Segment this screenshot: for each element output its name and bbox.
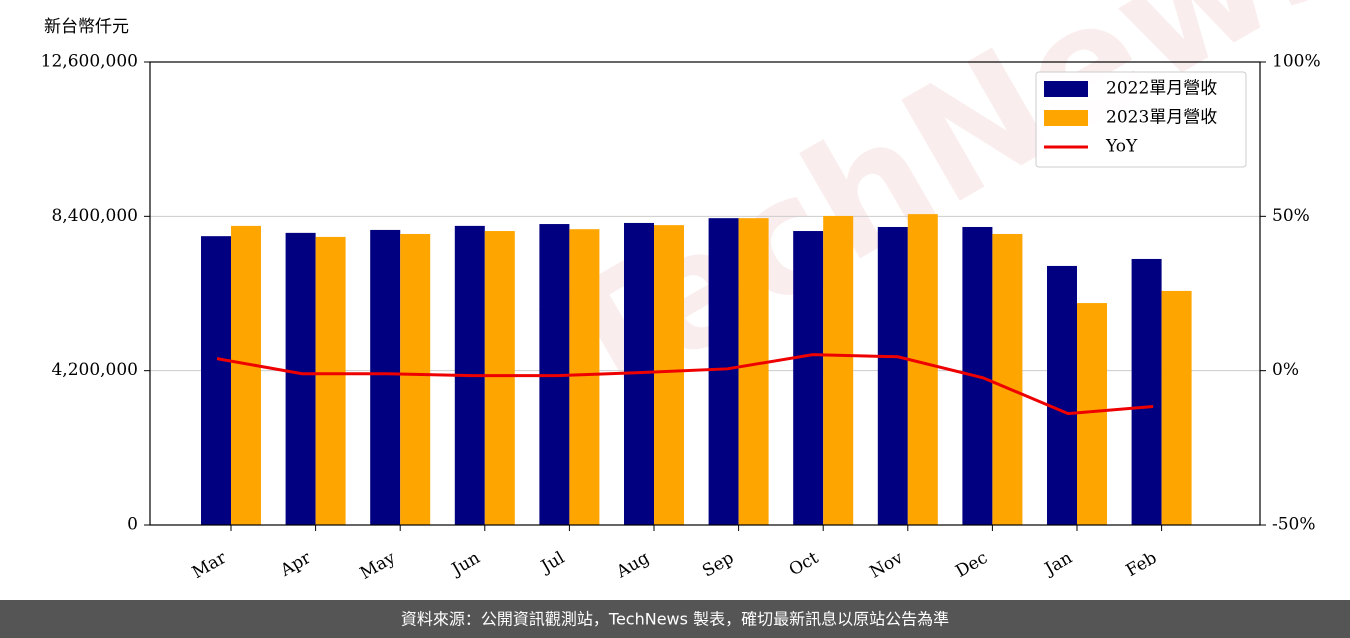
x-tick-label: Dec: [952, 548, 991, 582]
y-tick-label: 4,200,000: [51, 360, 138, 380]
y-tick-label: 12,600,000: [41, 52, 138, 72]
footer: 資料來源：公開資訊觀測站，TechNews 製表，確切最新訊息以原站公告為準: [401, 610, 949, 629]
y2-tick-label: 0%: [1272, 360, 1299, 380]
legend-swatch: [1044, 110, 1088, 126]
legend-label: 2023單月營收: [1106, 108, 1217, 128]
x-tick-label: Jun: [447, 548, 484, 581]
bar: [201, 236, 231, 525]
plot-frame: [149, 61, 1261, 526]
bar: [708, 218, 739, 525]
legend-box: [1035, 71, 1247, 168]
y2-tick-label: 50%: [1272, 206, 1310, 226]
x-tick-label: Nov: [866, 548, 906, 583]
bar: [1161, 290, 1192, 525]
y2-tick-label: -50%: [1272, 515, 1316, 535]
bar: [1131, 258, 1162, 525]
x-tick-label: Jul: [536, 548, 568, 578]
x-tick-label: Mar: [189, 547, 231, 583]
bar: [484, 231, 515, 526]
bar: [569, 229, 600, 525]
y-tick-label: 8,400,000: [51, 206, 138, 226]
legend-swatch: [1044, 81, 1088, 97]
y2-tick-label: 100%: [1272, 52, 1321, 72]
bar: [823, 215, 854, 525]
bar: [1077, 303, 1107, 525]
legend-label: YoY: [1105, 137, 1138, 157]
bar: [793, 231, 824, 526]
bar: [654, 225, 684, 525]
bar: [400, 233, 431, 525]
bar: [285, 232, 316, 525]
bar: [877, 226, 908, 525]
bar: [992, 233, 1023, 525]
bar: [738, 218, 769, 525]
bar: [1047, 265, 1077, 525]
legend-label: 2022單月營收: [1106, 79, 1217, 99]
x-tick-label: Jan: [1040, 548, 1076, 580]
x-tick-label: Aug: [612, 548, 653, 583]
x-tick-label: Sep: [699, 548, 737, 582]
bar: [315, 236, 346, 525]
x-tick-label: Apr: [276, 547, 315, 581]
line: [216, 353, 1154, 416]
bar: [370, 229, 401, 525]
x-tick-label: Feb: [1123, 548, 1161, 581]
footer-bar: [0, 600, 1350, 638]
y-axis-label: 新台幣仟元: [44, 17, 129, 37]
x-tick-label: Oct: [786, 548, 822, 581]
x-tick-label: May: [357, 548, 400, 584]
y-tick-label: 0: [127, 515, 138, 535]
bar: [231, 225, 261, 525]
bar: [907, 214, 938, 525]
